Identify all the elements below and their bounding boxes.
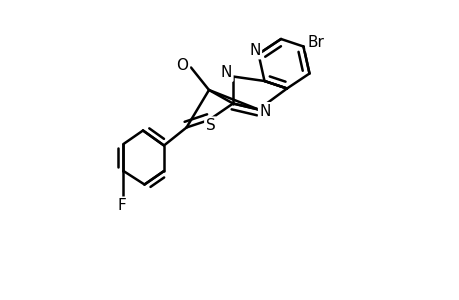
Text: O: O: [176, 58, 188, 73]
Text: N: N: [220, 65, 232, 80]
Text: N: N: [249, 43, 260, 58]
Text: N: N: [259, 103, 270, 118]
Text: S: S: [205, 118, 215, 133]
Text: F: F: [118, 198, 126, 213]
Text: Br: Br: [307, 35, 323, 50]
